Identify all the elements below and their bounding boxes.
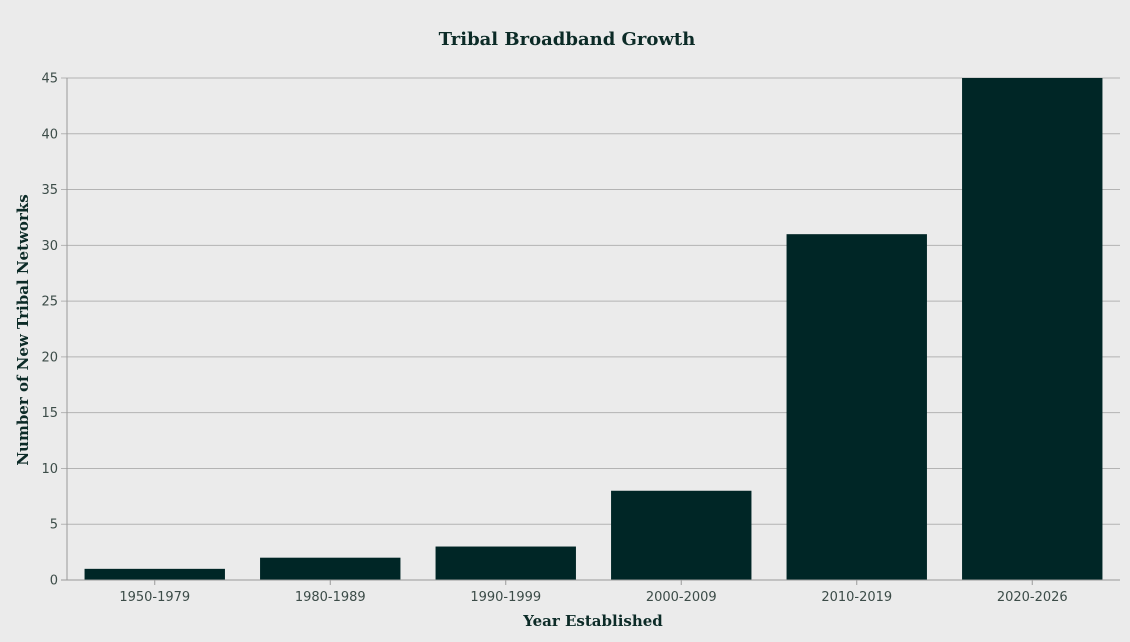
x-tick-label: 2020-2026	[997, 590, 1068, 605]
y-tick-label: 20	[41, 350, 58, 365]
y-tick-label: 45	[41, 72, 58, 87]
y-tick-label: 40	[41, 127, 58, 142]
y-tick-label: 0	[50, 574, 58, 589]
y-axis-ticks: 0 5 10 15 20 25 30 35 40 45	[41, 72, 58, 589]
y-tick-label: 25	[41, 295, 58, 310]
x-tick-label: 1990-1999	[470, 590, 541, 605]
bar-1950-1979	[84, 568, 225, 580]
bar-1990-1999	[435, 546, 576, 580]
y-tick-label: 35	[41, 183, 58, 198]
chart-title: Tribal Broadband Growth	[439, 29, 696, 50]
bar-2010-2019	[786, 234, 927, 580]
x-axis-ticks: 1950-1979 1980-1989 1990-1999 2000-2009 2010…	[119, 580, 1068, 605]
bar-1980-1989	[260, 557, 401, 580]
bars	[84, 78, 1103, 580]
y-tick-label: 5	[50, 518, 58, 533]
gridlines	[61, 77, 1120, 525]
y-axis-title: Number of New Tribal Networks	[14, 194, 32, 465]
bar-2020-2026	[962, 78, 1103, 580]
x-tick-label: 2010-2019	[821, 590, 892, 605]
x-axis-title: Year Established	[522, 612, 663, 630]
y-tick-label: 30	[41, 239, 58, 254]
y-tick-label: 10	[41, 462, 58, 477]
bar-2000-2009	[611, 490, 752, 580]
x-tick-label: 1950-1979	[119, 590, 190, 605]
x-tick-label: 1980-1989	[295, 590, 366, 605]
x-tick-label: 2000-2009	[646, 590, 717, 605]
y-tick-label: 15	[41, 406, 58, 421]
